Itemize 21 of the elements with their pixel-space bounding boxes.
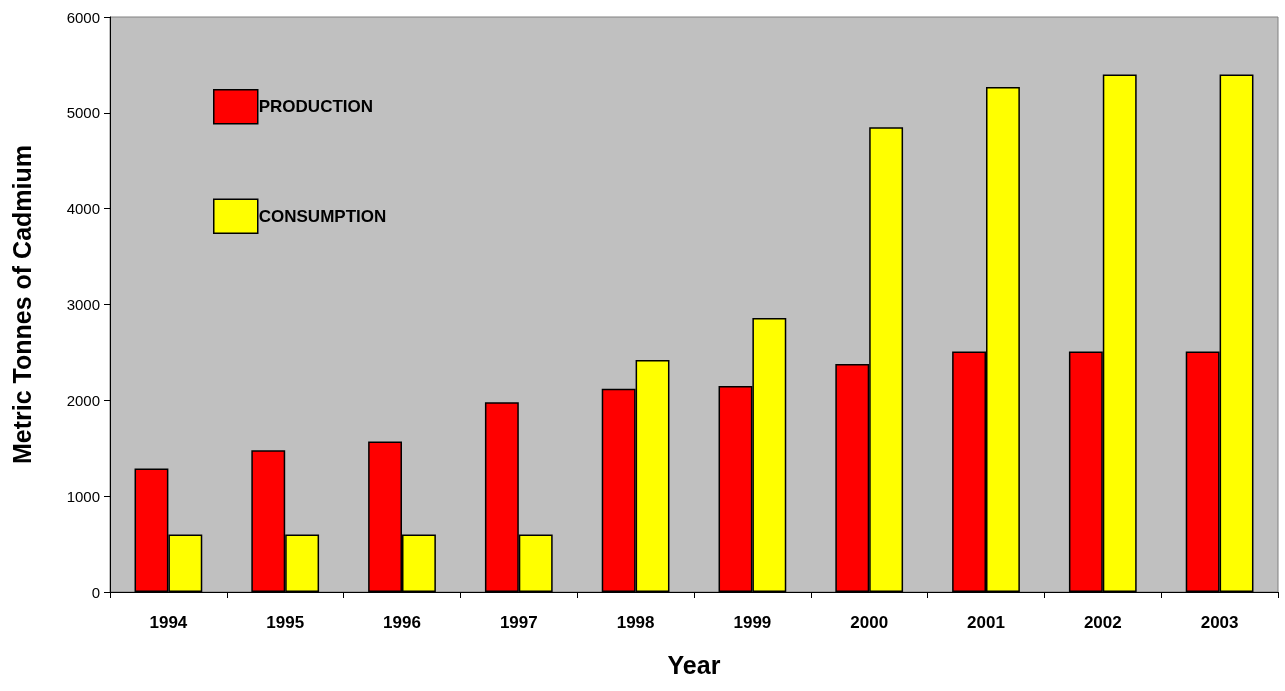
y-tick-label: 5000 [66,104,100,122]
legend-label: PRODUCTION [258,97,374,117]
y-tick-label: 4000 [66,200,100,218]
x-tick-label: 1999 [733,613,772,632]
x-tick-label: 2000 [850,613,889,632]
y-tick-label: 2000 [66,391,100,409]
x-axis-title: Year [667,650,721,679]
x-tick-label: 1994 [149,613,188,632]
y-axis-title: Metric Tonnes of Cadmium [7,144,36,465]
x-tick-label: 2001 [967,613,1005,632]
y-tick-label: 1000 [66,487,100,505]
x-tick-label: 2002 [1083,613,1122,632]
x-tick-label: 1996 [383,613,421,632]
legend-label: CONSUMPTION [258,206,387,226]
y-tick-label: 3000 [66,296,100,313]
x-tick-label: 1998 [616,613,655,632]
y-tick-label: 0 [91,583,100,601]
x-tick-label: 2003 [1200,613,1239,632]
y-tick-label: 6000 [66,8,100,26]
x-tick-label: 1997 [499,613,538,632]
x-tick-label: 1995 [266,613,305,632]
